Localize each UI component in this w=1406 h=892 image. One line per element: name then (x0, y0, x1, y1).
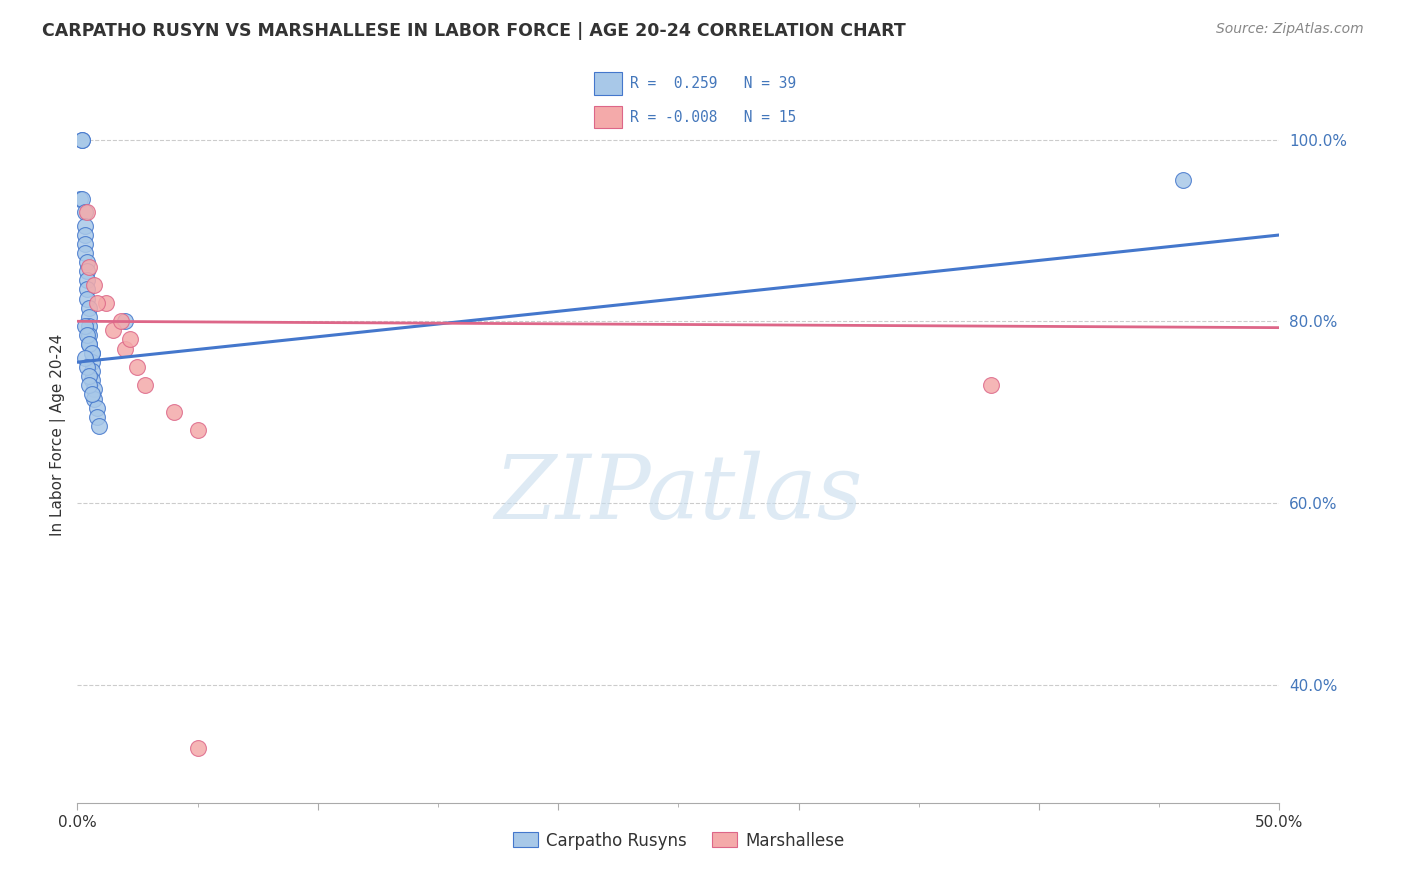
Y-axis label: In Labor Force | Age 20-24: In Labor Force | Age 20-24 (51, 334, 66, 536)
Point (79, 318, 101, 333)
Text: ZIPatlas: ZIPatlas (494, 450, 863, 537)
Point (76, 292, 98, 306)
Point (73, 351, 96, 365)
Legend: Carpatho Rusyns, Marshallese: Carpatho Rusyns, Marshallese (513, 831, 844, 850)
Point (80, 387, 103, 401)
Point (134, 377, 156, 392)
Point (73, 246, 96, 260)
Point (73, 227, 96, 242)
Point (110, 314, 132, 328)
Point (70, 132, 93, 146)
Point (73, 219, 96, 233)
Text: CARPATHO RUSYN VS MARSHALLESE IN LABOR FORCE | AGE 20-24 CORRELATION CHART: CARPATHO RUSYN VS MARSHALLESE IN LABOR F… (42, 22, 905, 40)
Point (73, 318, 96, 333)
Point (70, 132, 93, 146)
Point (79, 337, 101, 351)
Point (127, 359, 149, 374)
Point (76, 283, 98, 297)
Point (79, 368, 101, 383)
Point (114, 314, 136, 328)
Point (162, 405, 184, 419)
Point (79, 327, 101, 342)
Point (79, 260, 101, 274)
Point (96, 296, 118, 310)
Text: R =  0.259   N = 39: R = 0.259 N = 39 (630, 76, 796, 91)
Bar (595, 72, 621, 95)
Point (76, 327, 98, 342)
Point (86, 296, 108, 310)
Point (79, 337, 101, 351)
Point (80, 373, 103, 387)
Point (186, 423, 209, 437)
Point (980, 377, 1002, 392)
Point (86, 401, 108, 415)
Point (76, 264, 98, 278)
Text: Source: ZipAtlas.com: Source: ZipAtlas.com (1216, 22, 1364, 37)
Point (73, 205, 96, 219)
Point (80, 346, 103, 360)
Point (70, 192, 93, 206)
Point (103, 323, 125, 337)
Point (87, 418, 110, 433)
Point (79, 310, 101, 324)
Point (1173, 173, 1195, 187)
Point (80, 364, 103, 378)
Point (86, 409, 108, 424)
Point (120, 333, 142, 347)
Point (83, 383, 105, 397)
Point (79, 377, 101, 392)
Point (76, 205, 98, 219)
Point (69, 192, 91, 206)
Point (80, 355, 103, 369)
Point (186, 741, 209, 756)
Bar (595, 105, 621, 128)
Point (79, 301, 101, 315)
Point (83, 392, 105, 406)
Point (80, 346, 103, 360)
Point (83, 277, 105, 292)
Point (76, 273, 98, 287)
Point (73, 237, 96, 252)
Point (76, 359, 98, 374)
Point (76, 255, 98, 269)
Point (114, 342, 136, 356)
Text: R = -0.008   N = 15: R = -0.008 N = 15 (630, 110, 796, 125)
